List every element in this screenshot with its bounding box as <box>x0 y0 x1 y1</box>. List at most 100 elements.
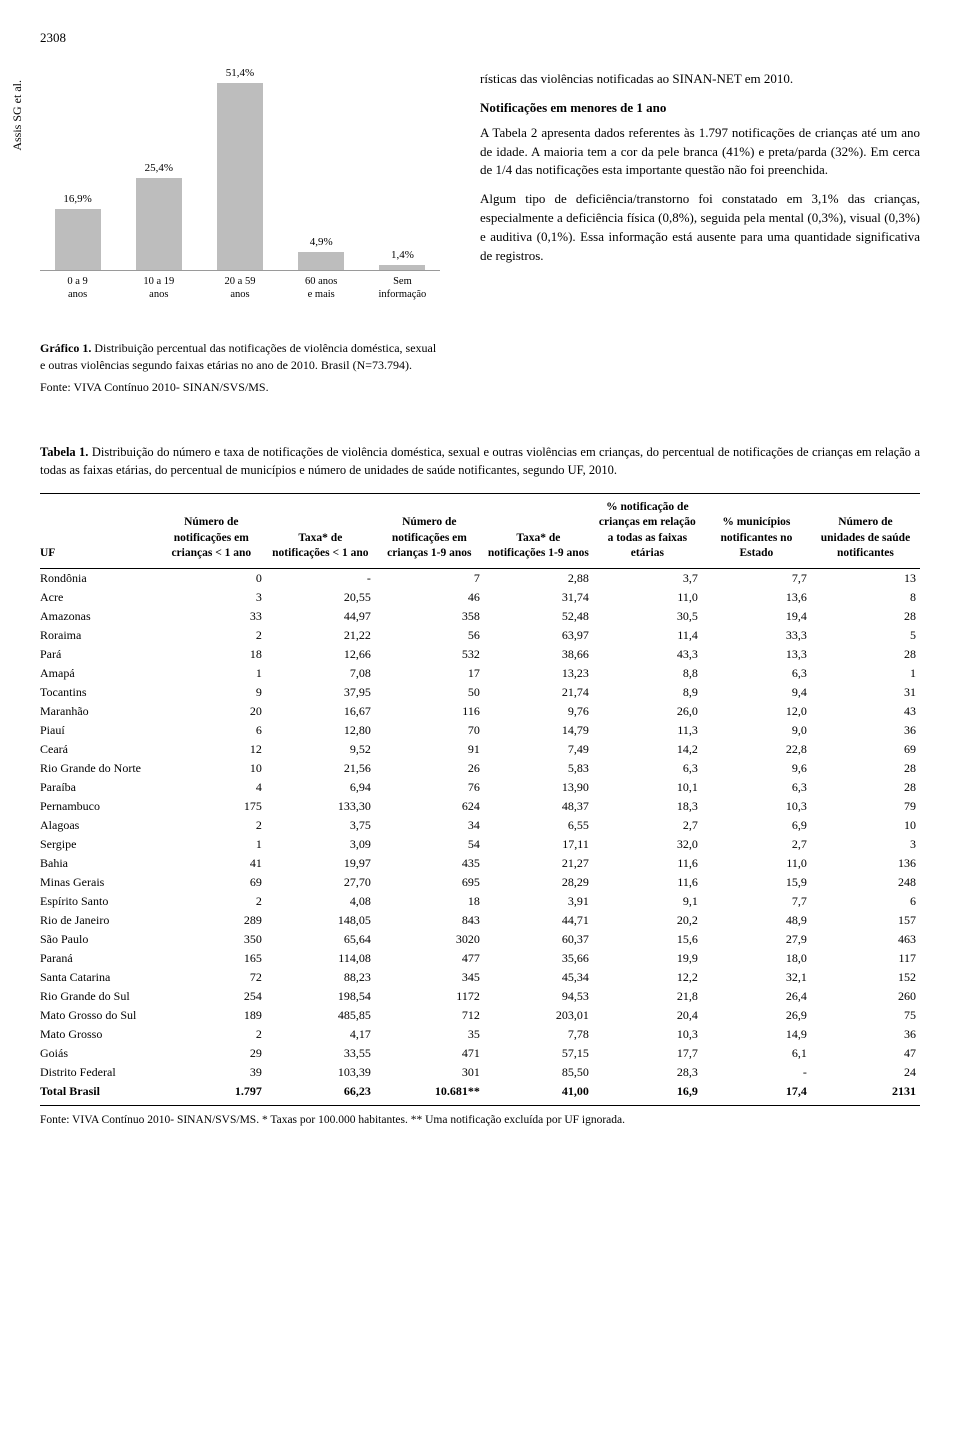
table-cell: 152 <box>811 968 920 987</box>
bar <box>136 178 182 270</box>
table-cell: 16,9 <box>593 1082 702 1106</box>
bar-x-label: 0 a 9anos <box>44 275 111 301</box>
table-cell: 18 <box>375 892 484 911</box>
table-cell: 8 <box>811 588 920 607</box>
table-cell: 28 <box>811 607 920 626</box>
paragraph-continuation: rísticas das violências notificadas ao S… <box>480 70 920 89</box>
table-row: Roraima221,225663,9711,433,35 <box>40 626 920 645</box>
table-cell: 7 <box>375 568 484 588</box>
table-cell: 1172 <box>375 987 484 1006</box>
table-cell: 463 <box>811 930 920 949</box>
table-cell: 94,53 <box>484 987 593 1006</box>
table-cell: 11,4 <box>593 626 702 645</box>
table-cell: 21,56 <box>266 759 375 778</box>
table-cell: Paraíba <box>40 778 157 797</box>
table-cell: 11,3 <box>593 721 702 740</box>
bar-x-label: 20 a 59anos <box>206 275 273 301</box>
bar-group: 51,4% <box>206 70 273 270</box>
table-cell: 21,8 <box>593 987 702 1006</box>
bar <box>55 209 101 270</box>
column-header: Número de unidades de saúde notificantes <box>811 493 920 568</box>
table-cell: 48,37 <box>484 797 593 816</box>
table-caption: Tabela 1. Distribuição do número e taxa … <box>40 443 920 479</box>
table-cell: 203,01 <box>484 1006 593 1025</box>
table-cell: 18,0 <box>702 949 811 968</box>
table-row: Espírito Santo24,08183,919,17,76 <box>40 892 920 911</box>
table-header: UFNúmero de notificações em crianças < 1… <box>40 493 920 568</box>
bar-group: 4,9% <box>288 70 355 270</box>
bar-value-label: 1,4% <box>369 249 436 261</box>
table-cell: 624 <box>375 797 484 816</box>
page-number: 2308 <box>40 30 66 46</box>
table-cell: 9 <box>157 683 266 702</box>
table-cell: 29 <box>157 1044 266 1063</box>
bar-group: 16,9% <box>44 70 111 270</box>
table-cell: 3,09 <box>266 835 375 854</box>
table-cell: 3,7 <box>593 568 702 588</box>
table-cell: 14,9 <box>702 1025 811 1044</box>
table-cell: 712 <box>375 1006 484 1025</box>
table-row: Amazonas3344,9735852,4830,519,428 <box>40 607 920 626</box>
table-cell: Sergipe <box>40 835 157 854</box>
table-cell: 13,90 <box>484 778 593 797</box>
table-cell: 46 <box>375 588 484 607</box>
table-cell: 12,80 <box>266 721 375 740</box>
bar-value-label: 51,4% <box>206 67 273 79</box>
table-cell: 19,97 <box>266 854 375 873</box>
table-cell: 36 <box>811 721 920 740</box>
table-cell: 471 <box>375 1044 484 1063</box>
table-cell: - <box>266 568 375 588</box>
table-cell: 157 <box>811 911 920 930</box>
table-body: Rondônia0-72,883,77,713Acre320,554631,74… <box>40 568 920 1105</box>
table-row: Acre320,554631,7411,013,68 <box>40 588 920 607</box>
table-cell: Maranhão <box>40 702 157 721</box>
table-cell: 16,67 <box>266 702 375 721</box>
table-cell: 65,64 <box>266 930 375 949</box>
table-cell: 11,0 <box>593 588 702 607</box>
table-row: Tocantins937,955021,748,99,431 <box>40 683 920 702</box>
table-cell: 43 <box>811 702 920 721</box>
table-row: Mato Grosso24,17357,7810,314,936 <box>40 1025 920 1044</box>
table-cell: 9,52 <box>266 740 375 759</box>
table-cell: 2 <box>157 1025 266 1044</box>
table-cell: 11,6 <box>593 854 702 873</box>
bar <box>217 83 263 270</box>
bar-value-label: 25,4% <box>125 162 192 174</box>
column-header: % notificação de crianças em relação a t… <box>593 493 702 568</box>
table-cell: 43,3 <box>593 645 702 664</box>
table-cell: 27,70 <box>266 873 375 892</box>
table-cell: 28 <box>811 778 920 797</box>
table-cell: Espírito Santo <box>40 892 157 911</box>
table-cell: 26 <box>375 759 484 778</box>
table-cell: 13,6 <box>702 588 811 607</box>
table-cell: 17,11 <box>484 835 593 854</box>
table-cell: 116 <box>375 702 484 721</box>
table-cell: 26,9 <box>702 1006 811 1025</box>
table-cell: 69 <box>157 873 266 892</box>
table-cell: 9,0 <box>702 721 811 740</box>
column-header: Taxa* de notificações 1-9 anos <box>484 493 593 568</box>
chart-source: Fonte: VIVA Contínuo 2010- SINAN/SVS/MS. <box>40 380 440 395</box>
table-row: Ceará129,52917,4914,222,869 <box>40 740 920 759</box>
table-cell: 56 <box>375 626 484 645</box>
bar-x-label: Seminformação <box>369 275 436 301</box>
table-total-row: Total Brasil1.79766,2310.681**41,0016,91… <box>40 1082 920 1106</box>
column-header: Taxa* de notificações < 1 ano <box>266 493 375 568</box>
table-cell: 1 <box>157 835 266 854</box>
table-cell: 20,55 <box>266 588 375 607</box>
table-cell: 33,3 <box>702 626 811 645</box>
table-cell: 254 <box>157 987 266 1006</box>
table-cell: 31,74 <box>484 588 593 607</box>
table-cell: 10,1 <box>593 778 702 797</box>
table-cell: 350 <box>157 930 266 949</box>
table-cell: 27,9 <box>702 930 811 949</box>
chart-caption-text: Distribuição percentual das notificações… <box>40 341 436 372</box>
table-cell: 358 <box>375 607 484 626</box>
table-cell: 69 <box>811 740 920 759</box>
bar-value-label: 4,9% <box>288 236 355 248</box>
table-cell: 36 <box>811 1025 920 1044</box>
table-cell: 70 <box>375 721 484 740</box>
table-cell: 289 <box>157 911 266 930</box>
table-cell: 9,1 <box>593 892 702 911</box>
table-cell: 33 <box>157 607 266 626</box>
